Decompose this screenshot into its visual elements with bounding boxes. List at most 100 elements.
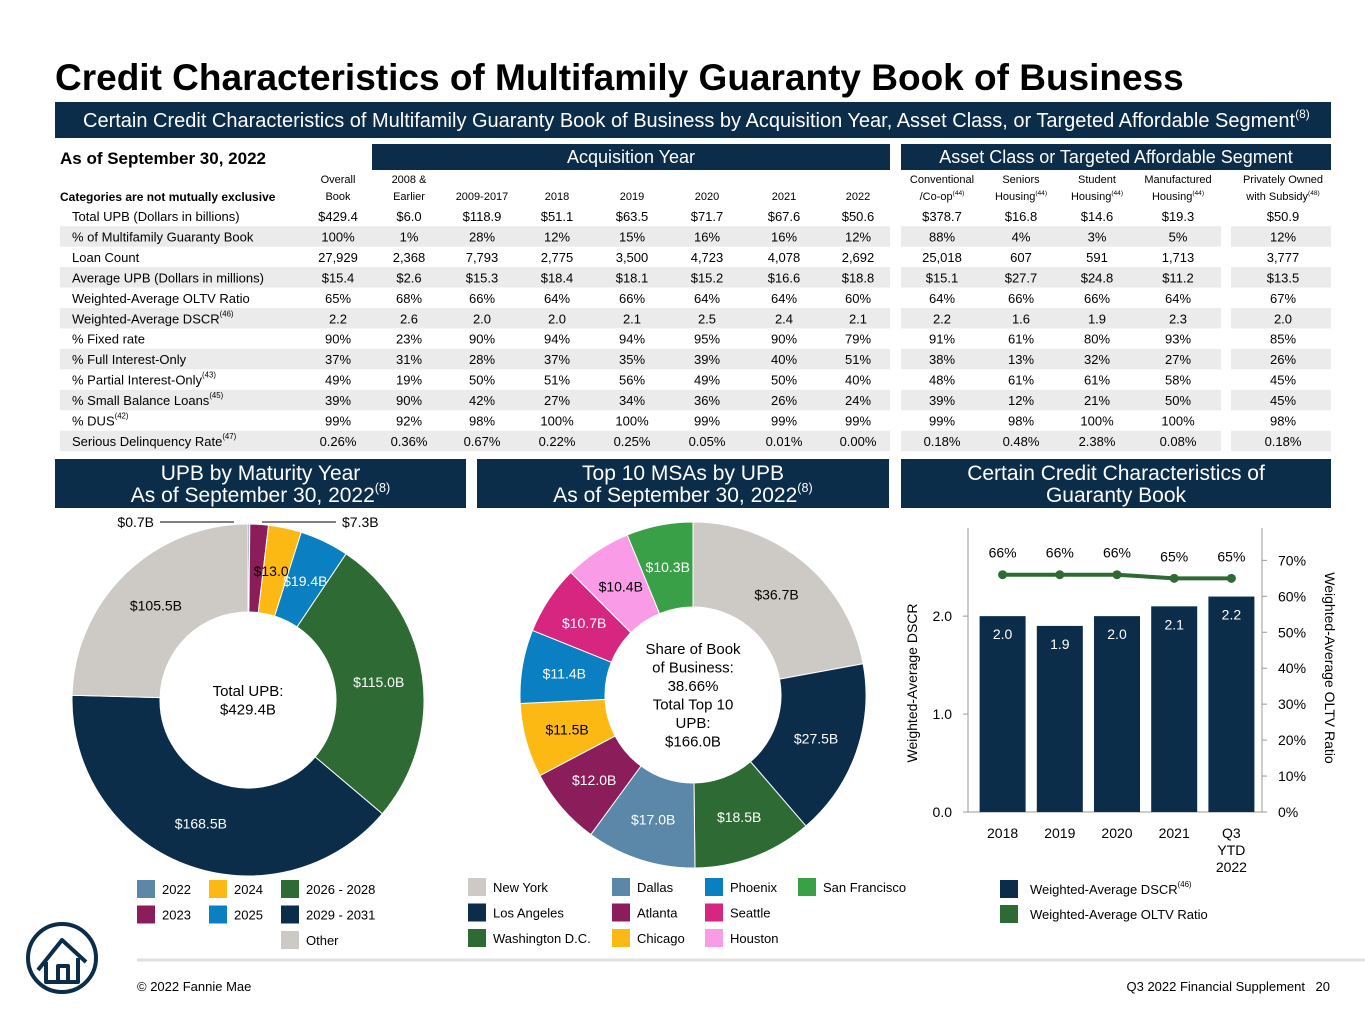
- cell: 94%: [544, 331, 570, 346]
- line-label: 65%: [1217, 548, 1245, 564]
- column-header: 2020: [695, 191, 719, 203]
- legend-label: Los Angeles: [493, 905, 564, 920]
- slice-label: $12.0B: [572, 772, 616, 788]
- row-label-part: Weighted-Average OLTV Ratio: [72, 290, 250, 305]
- cell: 13%: [1008, 352, 1034, 367]
- cell-part: 31%: [396, 352, 422, 367]
- cell-part: 66%: [1008, 290, 1034, 305]
- legend-label-part: 2025: [234, 907, 263, 922]
- cell: $63.5: [616, 209, 649, 224]
- cell-part: 607: [1010, 249, 1032, 264]
- cell: 12%: [1270, 229, 1296, 244]
- slice-label: $0.7B: [117, 514, 154, 530]
- cell-part: 99%: [771, 413, 797, 428]
- cell: 0.08%: [1160, 433, 1197, 448]
- cell-part: 3,500: [616, 249, 649, 264]
- column-header: 2022: [846, 191, 870, 203]
- cell: 34%: [619, 393, 645, 408]
- slice-label-part: $10.4B: [599, 578, 643, 594]
- legend-swatch: [281, 905, 299, 924]
- cell-part: 64%: [544, 290, 570, 305]
- donut-slice: [296, 553, 425, 815]
- cell: $378.7: [922, 209, 962, 224]
- cell-part: $50.9: [1267, 209, 1300, 224]
- cell-part: 3,777: [1267, 249, 1300, 264]
- legend-label-part: Phoenix: [730, 880, 777, 895]
- cell-part: 24%: [845, 393, 871, 408]
- row-shade: [1231, 348, 1331, 370]
- row-shade: [60, 308, 890, 329]
- column-header-note: (44): [1192, 190, 1204, 197]
- cell-part: $27.7: [1005, 270, 1038, 285]
- cell: 25,018: [922, 249, 962, 264]
- cell: 16%: [694, 229, 720, 244]
- y2-tick-label-part: 10%: [1278, 768, 1306, 784]
- legend-label-part: Other: [306, 933, 339, 948]
- column-header: 2009-2017: [456, 191, 509, 203]
- cell-part: 37%: [325, 352, 351, 367]
- table-corner-part: Categories are not mutually exclusive: [60, 190, 276, 204]
- slice-label-part: $11.5B: [545, 721, 588, 737]
- cell-part: 45%: [1270, 393, 1296, 408]
- slice-label: $168.5B: [175, 815, 227, 831]
- y2-tick-label: 70%: [1278, 552, 1306, 568]
- slice-label: $105.5B: [130, 597, 182, 613]
- cell-part: 2.2: [933, 311, 951, 326]
- cell: 0.18%: [924, 433, 961, 448]
- cell-part: $6.0: [396, 209, 421, 224]
- row-shade: [60, 389, 890, 411]
- column-header: Housing(44): [1071, 190, 1123, 203]
- legend-label-part: New York: [493, 880, 548, 895]
- cell-part: 15%: [619, 229, 645, 244]
- center-label-part: $429.4B: [220, 701, 276, 718]
- cell-part: 27%: [1165, 352, 1191, 367]
- legend-label: Weighted-Average DSCR(46): [1030, 880, 1192, 897]
- cell: 7,793: [466, 249, 499, 264]
- cell: 0.25%: [614, 433, 651, 448]
- cell-part: $50.6: [842, 209, 875, 224]
- bar-label: 2.2: [1222, 607, 1242, 623]
- cell-part: $429.4: [318, 209, 358, 224]
- center-label: Total Top 10: [653, 696, 734, 713]
- cell: 0.48%: [1003, 433, 1040, 448]
- center-label-part: $166.0B: [665, 733, 721, 750]
- slice-label-part: $17.0B: [631, 811, 675, 827]
- slice-label: $10.7B: [562, 615, 606, 631]
- cell-part: 40%: [771, 352, 797, 367]
- y-tick-label: 1.0: [933, 706, 953, 722]
- bar-label-part: 1.9: [1050, 636, 1070, 652]
- center-label: UPB:: [675, 714, 710, 731]
- legend-swatch: [281, 931, 299, 949]
- legend-label: 2029 - 2031: [306, 907, 375, 922]
- slice-label: $36.7B: [754, 587, 798, 603]
- y2-tick-label: 40%: [1278, 660, 1306, 676]
- cell-part: 12%: [845, 229, 871, 244]
- cell: $6.0: [396, 209, 421, 224]
- donut-slice: [71, 523, 249, 699]
- cell: 12%: [1008, 393, 1034, 408]
- slice-label: $18.5B: [717, 809, 761, 825]
- legend-label-part: Washington D.C.: [493, 931, 591, 946]
- cell: $18.4: [541, 270, 574, 285]
- center-label: of Business:: [652, 659, 734, 676]
- cell: 4,078: [768, 249, 801, 264]
- cell-part: 80%: [1084, 331, 1110, 346]
- cell-part: 13%: [1008, 352, 1034, 367]
- cell: $11.2: [1162, 270, 1194, 285]
- legend-label-part: Weighted-Average OLTV Ratio: [1030, 907, 1208, 922]
- chart-title-note: (8): [375, 481, 390, 495]
- column-header: Housing(44): [995, 190, 1047, 203]
- cell-part: 26%: [1270, 352, 1296, 367]
- cell: 51%: [845, 352, 871, 367]
- row-label-note: (45): [209, 391, 223, 400]
- cell: $50.6: [842, 209, 875, 224]
- cell: 50%: [1165, 393, 1191, 408]
- slice-label: $13.0B: [254, 563, 298, 579]
- row-shade: [901, 348, 1221, 370]
- y2-tick-label: 60%: [1278, 588, 1306, 604]
- cell-part: $15.1: [926, 270, 959, 285]
- y-tick-label: 0.0: [933, 804, 953, 820]
- slice-label: $27.5B: [794, 730, 838, 746]
- slice-label-part: $19.4B: [283, 573, 327, 589]
- slice-label-part: $10.7B: [562, 615, 606, 631]
